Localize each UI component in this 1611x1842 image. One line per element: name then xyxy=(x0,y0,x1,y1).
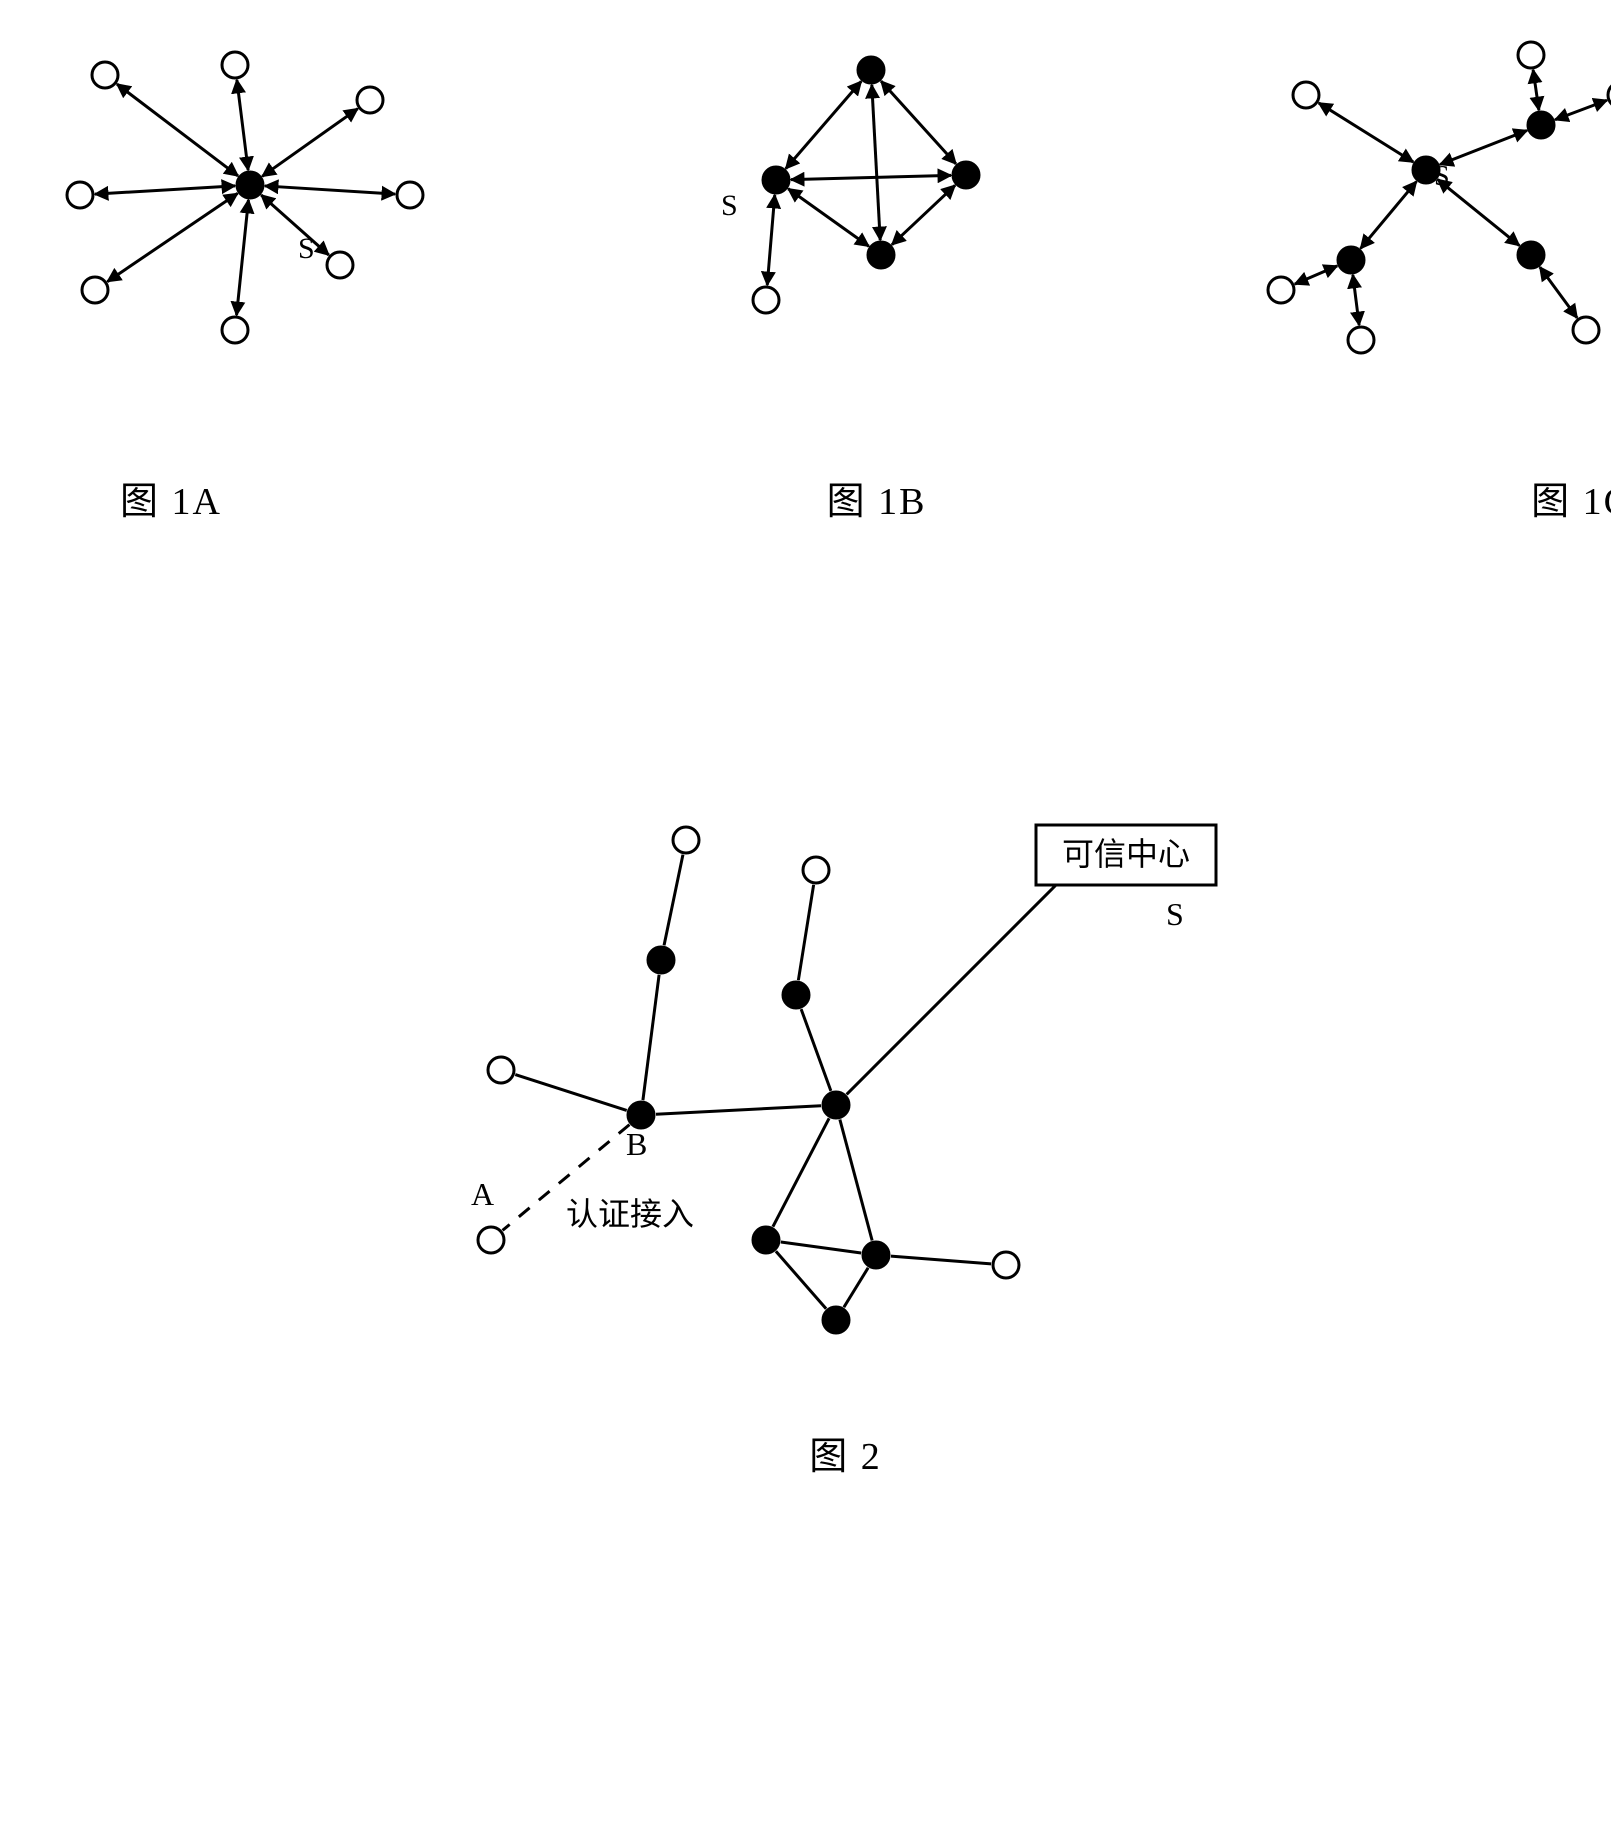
figure-1b: S xyxy=(656,40,1036,370)
diagram-1b: S xyxy=(656,40,1036,370)
svg-text:可信中心: 可信中心 xyxy=(1061,836,1189,872)
svg-text:B: B xyxy=(626,1126,647,1162)
svg-text:认证接入: 认证接入 xyxy=(566,1196,694,1232)
svg-text:S: S xyxy=(1166,896,1184,932)
caption-1a: 图 1A xyxy=(120,470,222,525)
caption-row-top: 图 1A 图 1B 图 1C xyxy=(40,430,1611,525)
diagram-1a: S xyxy=(40,40,460,370)
page: S S S 图 1A 图 1B 图 1C 可信中心 S A B 认证接入 图 2 xyxy=(40,40,1611,1480)
figure-1c: S xyxy=(1231,40,1611,370)
caption-1c: 图 1C xyxy=(1531,470,1611,525)
bottom-area: 可信中心 S A B 认证接入 图 2 xyxy=(40,785,1611,1480)
diagram-2: 可信中心 S A B 认证接入 xyxy=(396,785,1296,1385)
caption-2: 图 2 xyxy=(809,1425,882,1480)
svg-text:A: A xyxy=(471,1176,494,1212)
caption-1b: 图 1B xyxy=(827,470,927,525)
figure-1a: S xyxy=(40,40,460,370)
svg-text:S: S xyxy=(298,232,315,265)
svg-text:S: S xyxy=(721,189,738,222)
diagram-1c: S xyxy=(1231,40,1611,370)
svg-text:S: S xyxy=(1434,161,1450,192)
top-row: S S S xyxy=(40,40,1611,370)
